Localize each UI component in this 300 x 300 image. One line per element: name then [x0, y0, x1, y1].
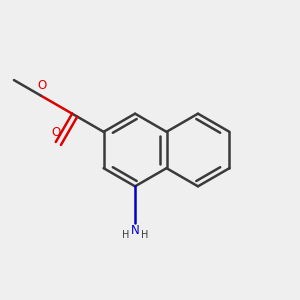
Text: O: O: [51, 126, 60, 139]
Text: O: O: [38, 79, 47, 92]
Text: H: H: [122, 230, 130, 240]
Text: N: N: [131, 224, 140, 237]
Text: H: H: [141, 230, 148, 240]
